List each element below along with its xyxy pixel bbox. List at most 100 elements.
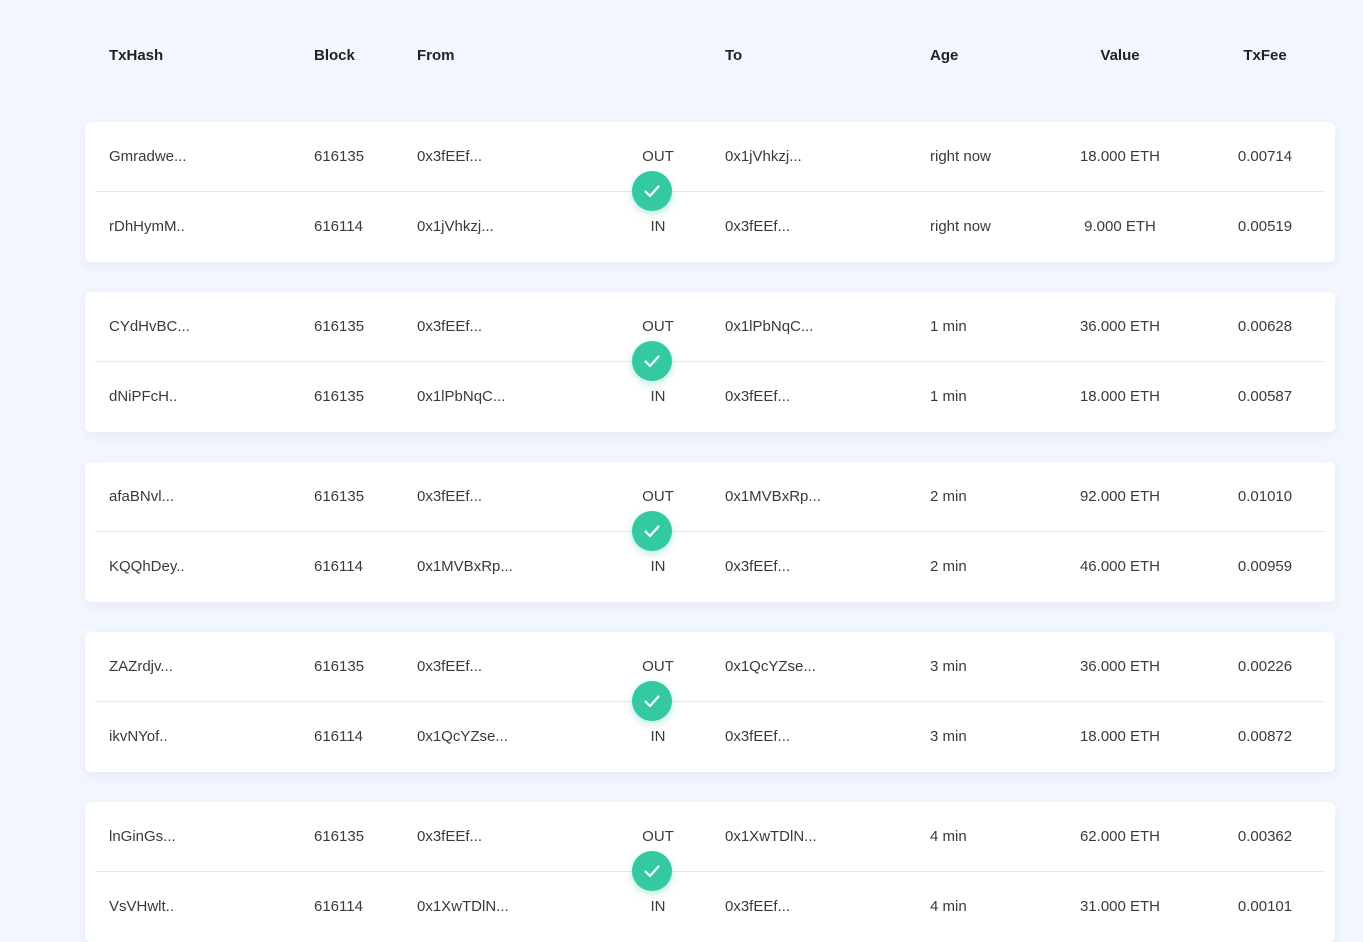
tx-hash[interactable]: ikvNYof.. bbox=[109, 728, 168, 745]
tx-block[interactable]: 616135 bbox=[314, 488, 365, 505]
table-row[interactable]: KQQhDey.. 616114 0x1MVBxRp... IN 0x3fEEf... 2… bbox=[85, 532, 1335, 602]
tx-block[interactable]: 616114 bbox=[314, 218, 363, 235]
check-icon bbox=[632, 341, 672, 381]
tx-hash[interactable]: VsVHwlt.. bbox=[109, 898, 175, 915]
tx-from[interactable]: 0x3fEEf... bbox=[417, 318, 483, 335]
tx-age: right now bbox=[930, 148, 991, 165]
table-row[interactable]: rDhHymM.. 616114 0x1jVhkzj... IN 0x3fEEf... r… bbox=[85, 192, 1335, 262]
check-icon bbox=[632, 681, 672, 721]
tx-from[interactable]: 0x1lPbNqC... bbox=[417, 388, 506, 405]
tx-fee: 0.00362 bbox=[1237, 828, 1293, 845]
tx-to[interactable]: 0x3fEEf... bbox=[725, 558, 791, 575]
header-block: Block bbox=[314, 47, 355, 64]
transaction-group: lnGinGs... 616135 0x3fEEf... OUT 0x1XwTDlN..… bbox=[85, 802, 1335, 942]
tx-direction: IN bbox=[650, 218, 666, 235]
tx-fee: 0.00519 bbox=[1237, 218, 1293, 235]
tx-direction: OUT bbox=[642, 318, 674, 335]
tx-fee: 0.00226 bbox=[1237, 658, 1293, 675]
transaction-group: ZAZrdjv... 616135 0x3fEEf... OUT 0x1QcYZse..… bbox=[85, 632, 1335, 772]
tx-direction: OUT bbox=[642, 488, 674, 505]
row-divider bbox=[95, 701, 1325, 702]
table-row[interactable]: ZAZrdjv... 616135 0x3fEEf... OUT 0x1QcYZse..… bbox=[85, 632, 1335, 702]
tx-to[interactable]: 0x3fEEf... bbox=[725, 728, 791, 745]
tx-direction: IN bbox=[650, 898, 666, 915]
tx-age: 4 min bbox=[930, 828, 967, 845]
tx-age: right now bbox=[930, 218, 991, 235]
transaction-group: CYdHvBC... 616135 0x3fEEf... OUT 0x1lPbNqC..… bbox=[85, 292, 1335, 432]
table-row[interactable]: CYdHvBC... 616135 0x3fEEf... OUT 0x1lPbNqC..… bbox=[85, 292, 1335, 362]
tx-hash[interactable]: KQQhDey.. bbox=[109, 558, 185, 575]
tx-hash[interactable]: afaBNvl... bbox=[109, 488, 175, 505]
tx-to[interactable]: 0x1QcYZse... bbox=[725, 658, 816, 675]
tx-from[interactable]: 0x1MVBxRp... bbox=[417, 558, 513, 575]
check-icon bbox=[632, 851, 672, 891]
table-row[interactable]: VsVHwlt.. 616114 0x1XwTDlN... IN 0x3fEEf... 4… bbox=[85, 872, 1335, 942]
tx-block[interactable]: 616135 bbox=[314, 828, 365, 845]
tx-direction: IN bbox=[650, 728, 666, 745]
tx-block[interactable]: 616135 bbox=[314, 658, 365, 675]
header-age: Age bbox=[930, 47, 959, 64]
tx-to[interactable]: 0x1lPbNqC... bbox=[725, 318, 814, 335]
tx-value: 9.000 ETH bbox=[1084, 218, 1156, 235]
tx-fee: 0.01010 bbox=[1237, 488, 1293, 505]
table-row[interactable]: ikvNYof.. 616114 0x1QcYZse... IN 0x3fEEf... 3… bbox=[85, 702, 1335, 772]
tx-direction: OUT bbox=[642, 828, 674, 845]
table-row[interactable]: dNiPFcH.. 616135 0x1lPbNqC... IN 0x3fEEf... 1… bbox=[85, 362, 1335, 432]
tx-value: 18.000 ETH bbox=[1079, 388, 1161, 405]
tx-to[interactable]: 0x1XwTDlN... bbox=[725, 828, 817, 845]
table-row[interactable]: afaBNvl... 616135 0x3fEEf... OUT 0x1MVBxRp..… bbox=[85, 462, 1335, 532]
header-to: To bbox=[725, 47, 743, 64]
tx-from[interactable]: 0x3fEEf... bbox=[417, 828, 483, 845]
tx-to[interactable]: 0x1jVhkzj... bbox=[725, 148, 802, 165]
table-row[interactable]: Gmradwe... 616135 0x3fEEf... OUT 0x1jVhkzj..… bbox=[85, 122, 1335, 192]
row-divider bbox=[95, 361, 1325, 362]
tx-hash[interactable]: lnGinGs... bbox=[109, 828, 176, 845]
tx-from[interactable]: 0x3fEEf... bbox=[417, 148, 483, 165]
tx-block[interactable]: 616135 bbox=[314, 388, 365, 405]
tx-hash[interactable]: CYdHvBC... bbox=[109, 318, 190, 335]
header-value: Value bbox=[1100, 47, 1140, 64]
tx-value: 18.000 ETH bbox=[1079, 148, 1161, 165]
tx-fee: 0.00628 bbox=[1237, 318, 1293, 335]
tx-to[interactable]: 0x3fEEf... bbox=[725, 218, 791, 235]
tx-age: 4 min bbox=[930, 898, 967, 915]
tx-age: 3 min bbox=[930, 658, 967, 675]
tx-fee: 0.00587 bbox=[1237, 388, 1293, 405]
tx-from[interactable]: 0x1jVhkzj... bbox=[417, 218, 494, 235]
tx-from[interactable]: 0x3fEEf... bbox=[417, 488, 483, 505]
tx-from[interactable]: 0x1QcYZse... bbox=[417, 728, 508, 745]
header-from: From bbox=[417, 47, 455, 64]
tx-block[interactable]: 616114 bbox=[314, 898, 363, 915]
transaction-group: Gmradwe... 616135 0x3fEEf... OUT 0x1jVhkzj..… bbox=[85, 122, 1335, 262]
row-divider bbox=[95, 531, 1325, 532]
tx-direction: OUT bbox=[642, 658, 674, 675]
tx-fee: 0.00959 bbox=[1237, 558, 1293, 575]
header-txfee: TxFee bbox=[1243, 47, 1287, 64]
tx-from[interactable]: 0x3fEEf... bbox=[417, 658, 483, 675]
tx-to[interactable]: 0x1MVBxRp... bbox=[725, 488, 821, 505]
tx-value: 36.000 ETH bbox=[1079, 658, 1161, 675]
tx-age: 2 min bbox=[930, 488, 967, 505]
tx-from[interactable]: 0x1XwTDlN... bbox=[417, 898, 509, 915]
tx-hash[interactable]: rDhHymM.. bbox=[109, 218, 185, 235]
table-header: TxHash Block From To Age Value TxFee bbox=[0, 46, 1363, 68]
tx-direction: IN bbox=[650, 558, 666, 575]
tx-value: 92.000 ETH bbox=[1079, 488, 1161, 505]
tx-block[interactable]: 616114 bbox=[314, 728, 363, 745]
tx-age: 2 min bbox=[930, 558, 967, 575]
tx-block[interactable]: 616135 bbox=[314, 318, 365, 335]
tx-to[interactable]: 0x3fEEf... bbox=[725, 388, 791, 405]
tx-value: 62.000 ETH bbox=[1079, 828, 1161, 845]
tx-to[interactable]: 0x3fEEf... bbox=[725, 898, 791, 915]
tx-fee: 0.00714 bbox=[1237, 148, 1293, 165]
tx-direction: IN bbox=[650, 388, 666, 405]
tx-block[interactable]: 616114 bbox=[314, 558, 363, 575]
tx-hash[interactable]: Gmradwe... bbox=[109, 148, 187, 165]
tx-hash[interactable]: ZAZrdjv... bbox=[109, 658, 173, 675]
tx-direction: OUT bbox=[642, 148, 674, 165]
table-row[interactable]: lnGinGs... 616135 0x3fEEf... OUT 0x1XwTDlN..… bbox=[85, 802, 1335, 872]
tx-block[interactable]: 616135 bbox=[314, 148, 365, 165]
tx-hash[interactable]: dNiPFcH.. bbox=[109, 388, 178, 405]
tx-age: 3 min bbox=[930, 728, 967, 745]
tx-age: 1 min bbox=[930, 388, 967, 405]
